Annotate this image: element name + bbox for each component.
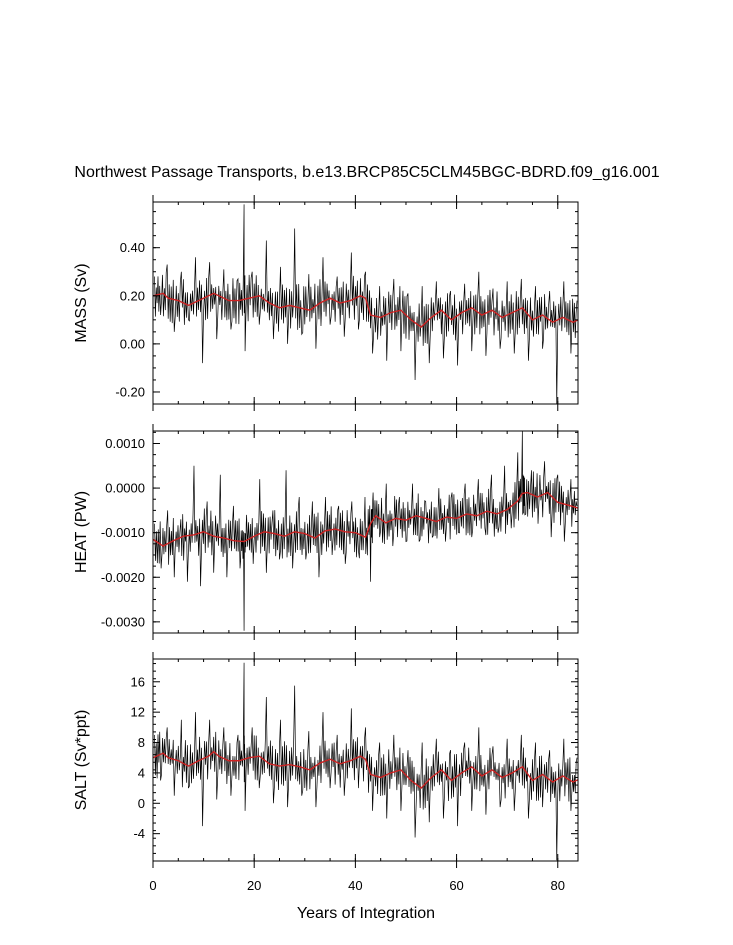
y-tick-label: 0	[138, 796, 145, 811]
panels: -0.20 0.00 0.20 0.40 MASS (Sv) -0.0030 -0.0020…	[73, 195, 579, 893]
x-tick-label: 20	[247, 878, 261, 893]
salt-smoothed-series	[153, 750, 578, 790]
mass-raw-series	[154, 204, 578, 404]
y-tick-label: -0.0020	[101, 570, 145, 585]
y-tick-label: 0.00	[120, 336, 145, 351]
mass-y-axis-label: MASS (Sv)	[73, 263, 90, 342]
x-tick-label: 60	[449, 878, 463, 893]
heat-raw-series	[154, 431, 578, 631]
salt-plot-frame	[152, 658, 579, 862]
y-tick-label: 4	[138, 765, 145, 780]
x-tick-label: 0	[149, 878, 156, 893]
x-tick-label: 40	[348, 878, 362, 893]
heat-y-axis-label: HEAT (PW)	[73, 491, 90, 573]
panel-salt: -4 0 4 8 12 16 SALT (Sv*ppt)	[73, 652, 579, 868]
x-axis-label: Years of Integration	[297, 905, 435, 922]
panel-mass: -0.20 0.00 0.20 0.40 MASS (Sv)	[73, 195, 579, 411]
y-tick-label: 0.40	[120, 240, 145, 255]
y-tick-label: -0.0010	[101, 525, 145, 540]
y-tick-label: -0.0030	[101, 614, 145, 629]
heat-plot-frame	[152, 430, 579, 634]
y-tick-label: 8	[138, 735, 145, 750]
y-tick-label: -4	[133, 826, 145, 841]
panel-heat: -0.0030 -0.0020 -0.0010 0.0000 0.0010 HEAT (P…	[73, 424, 579, 640]
heat-smoothed-series	[153, 491, 578, 547]
y-tick-label: 0.20	[120, 288, 145, 303]
mass-plot-frame	[152, 201, 579, 405]
y-tick-label: 0.0000	[105, 481, 145, 496]
y-tick-label: -0.20	[115, 384, 145, 399]
y-tick-label: 12	[131, 705, 145, 720]
mass-smoothed-series	[153, 292, 578, 328]
chart-title: Northwest Passage Transports, b.e13.BRCP…	[74, 164, 659, 181]
y-tick-label: 0.0010	[105, 436, 145, 451]
salt-y-axis-label: SALT (Sv*ppt)	[73, 710, 90, 811]
y-tick-label: 16	[131, 674, 145, 689]
x-tick-label: 80	[551, 878, 565, 893]
